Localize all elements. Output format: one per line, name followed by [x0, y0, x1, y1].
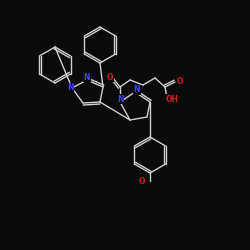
Text: OH: OH: [166, 94, 178, 104]
Text: N: N: [84, 72, 90, 82]
Text: O: O: [139, 176, 145, 186]
Text: O: O: [166, 94, 172, 104]
Text: N: N: [117, 94, 123, 104]
Text: N: N: [134, 86, 140, 94]
Text: N: N: [67, 84, 73, 92]
Text: O: O: [177, 76, 183, 86]
Text: H: H: [173, 96, 179, 102]
Text: O: O: [107, 72, 113, 82]
